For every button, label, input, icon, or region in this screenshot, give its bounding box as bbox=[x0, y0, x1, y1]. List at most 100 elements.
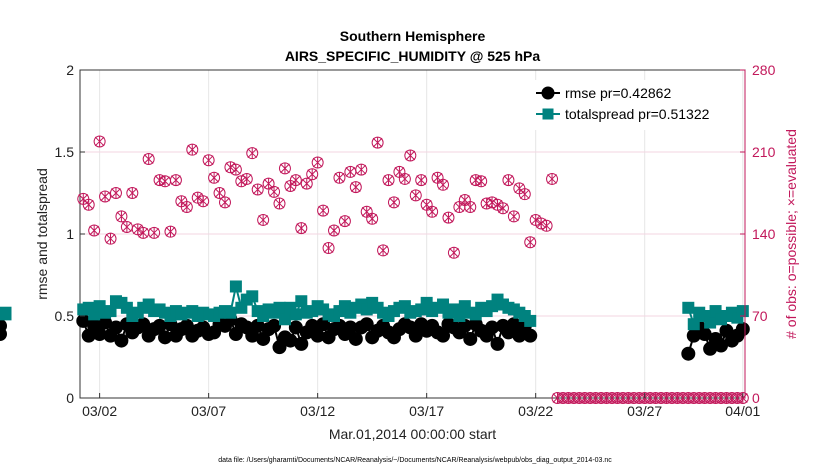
totalspread-point bbox=[0, 306, 12, 319]
obs-evaluated-point bbox=[220, 196, 230, 208]
obs-evaluated-point bbox=[149, 227, 159, 239]
obs-evaluated-point bbox=[105, 233, 116, 245]
series-markers bbox=[0, 280, 750, 361]
obs-evaluated-point bbox=[83, 199, 94, 211]
totalspread-point bbox=[524, 314, 537, 327]
obs-evaluated-point bbox=[378, 244, 388, 256]
obs-evaluated-point bbox=[345, 166, 356, 178]
obs-evaluated-point bbox=[454, 201, 465, 213]
y-tick-label-left: 1.5 bbox=[55, 144, 75, 160]
chart-subtitle: AIRS_SPECIFIC_HUMIDITY @ 525 hPa bbox=[285, 48, 541, 64]
y-axis-label-left: rmse and totalspread bbox=[34, 168, 50, 300]
obs-evaluated-point bbox=[209, 172, 219, 184]
obs-evaluated-point bbox=[138, 227, 149, 239]
totalspread-point bbox=[704, 316, 717, 329]
totalspread-point bbox=[273, 301, 286, 314]
obs-evaluated-point bbox=[198, 195, 209, 207]
obs-evaluated-point bbox=[160, 175, 170, 187]
obs-evaluated-point bbox=[290, 174, 301, 186]
obs-evaluated-point bbox=[127, 187, 138, 199]
rmse-point bbox=[348, 331, 363, 346]
obs-evaluated-point bbox=[329, 224, 339, 236]
obs-markers bbox=[77, 135, 749, 404]
obs-evaluated-point bbox=[503, 174, 514, 186]
obs-evaluated-point bbox=[476, 175, 487, 187]
rmse-point bbox=[681, 346, 696, 361]
obs-evaluated-point bbox=[372, 137, 383, 149]
obs-evaluated-point bbox=[432, 172, 443, 184]
obs-evaluated-point bbox=[280, 162, 290, 174]
obs-evaluated-point bbox=[307, 168, 318, 180]
obs-evaluated-point bbox=[111, 187, 121, 199]
obs-evaluated-point bbox=[361, 206, 372, 218]
obs-evaluated-point bbox=[94, 135, 105, 147]
obs-evaluated-point bbox=[312, 157, 323, 169]
y-tick-label-left: 1 bbox=[66, 226, 74, 242]
obs-evaluated-point bbox=[459, 194, 470, 206]
obs-evaluated-point bbox=[165, 226, 176, 238]
y-tick-label-left: 2 bbox=[66, 62, 74, 78]
obs-evaluated-point bbox=[171, 174, 181, 186]
rmse-point bbox=[359, 317, 374, 332]
x-tick-label: 03/22 bbox=[518, 403, 553, 419]
y-tick-label-left: 0 bbox=[66, 390, 74, 406]
obs-evaluated-point bbox=[301, 178, 312, 190]
obs-evaluated-point bbox=[421, 199, 432, 211]
obs-evaluated-point bbox=[258, 214, 269, 226]
obs-evaluated-point bbox=[438, 179, 448, 191]
rmse-point bbox=[0, 318, 7, 333]
obs-evaluated-point bbox=[252, 183, 263, 195]
chart-title: Southern Hemisphere bbox=[340, 28, 486, 44]
rmse-point bbox=[523, 328, 538, 343]
obs-evaluated-point bbox=[231, 164, 241, 176]
rmse-point bbox=[735, 322, 750, 337]
x-tick-label: 03/17 bbox=[409, 403, 444, 419]
obs-evaluated-point bbox=[340, 215, 350, 227]
obs-evaluated-point bbox=[263, 178, 274, 190]
obs-evaluated-point bbox=[449, 247, 459, 259]
obs-evaluated-point bbox=[509, 210, 519, 222]
obs-evaluated-point bbox=[269, 186, 279, 198]
obs-evaluated-point bbox=[367, 213, 378, 225]
obs-evaluated-point bbox=[410, 189, 421, 201]
obs-evaluated-point bbox=[247, 147, 258, 159]
x-tick-label: 03/12 bbox=[300, 403, 335, 419]
obs-evaluated-point bbox=[443, 212, 454, 224]
legend-rmse-marker bbox=[541, 86, 555, 100]
totalspread-point bbox=[295, 295, 308, 308]
x-tick-label: 04/01 bbox=[725, 403, 760, 419]
obs-evaluated-point bbox=[547, 173, 557, 185]
obs-evaluated-point bbox=[122, 221, 132, 233]
rmse-point bbox=[267, 318, 282, 333]
totalspread-point bbox=[278, 313, 291, 326]
obs-evaluated-point bbox=[100, 191, 110, 203]
obs-evaluated-point bbox=[405, 150, 416, 162]
x-tick-label: 03/02 bbox=[82, 403, 117, 419]
rmse-point bbox=[294, 336, 309, 351]
totalspread-point bbox=[736, 305, 749, 318]
obs-evaluated-point bbox=[214, 187, 225, 199]
y-tick-label-left: 0.5 bbox=[55, 308, 75, 324]
x-axis-label: Mar.01,2014 00:00:00 start bbox=[329, 426, 496, 442]
totalspread-point bbox=[246, 290, 259, 303]
obs-evaluated-point bbox=[241, 173, 252, 185]
obs-evaluated-point bbox=[465, 201, 476, 213]
obs-evaluated-point bbox=[416, 174, 427, 186]
obs-evaluated-point bbox=[350, 181, 361, 193]
obs-evaluated-point bbox=[498, 202, 508, 214]
obs-evaluated-point bbox=[323, 242, 334, 254]
obs-evaluated-point bbox=[296, 222, 307, 234]
y-tick-label-right: 280 bbox=[752, 62, 776, 78]
obs-evaluated-point bbox=[389, 196, 399, 208]
obs-evaluated-point bbox=[116, 210, 127, 222]
obs-evaluated-point bbox=[356, 164, 367, 176]
axis-ticks: 03/02 03/07 03/12 03/17 03/22 03/27 04/0100.51… bbox=[55, 62, 776, 419]
obs-evaluated-point bbox=[203, 154, 214, 166]
totalspread-point bbox=[224, 306, 237, 319]
obs-evaluated-point bbox=[187, 144, 198, 156]
rmse-point bbox=[490, 336, 505, 351]
y-tick-label-right: 70 bbox=[752, 308, 768, 324]
legend: rmse pr=0.42862 totalspread pr=0.51322 bbox=[530, 80, 740, 130]
